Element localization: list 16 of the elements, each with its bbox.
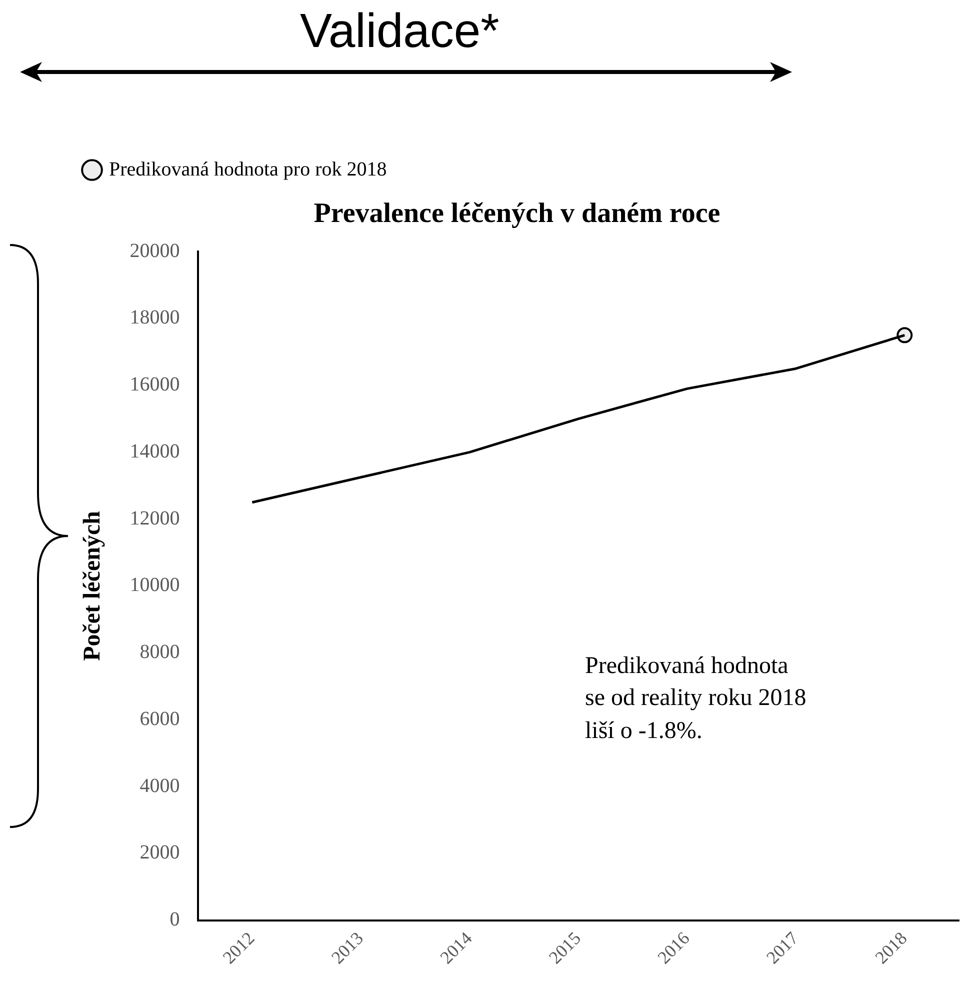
y-tick-label: 16000: [130, 374, 180, 396]
y-tick-label: 4000: [140, 774, 180, 797]
y-tick-label: 20000: [130, 240, 180, 262]
annotation: Predikovaná hodnota se od reality roku 2018 liší o -1.8%.: [585, 652, 806, 746]
text: Validace*: [300, 4, 500, 59]
chart-title: Prevalence léčených v daném roce: [314, 198, 720, 230]
y-tick-label: 8000: [140, 641, 180, 664]
y-tick-label: 10000: [130, 574, 180, 596]
y-tick-label: 0: [170, 908, 180, 931]
y-tick-label: 14000: [130, 440, 180, 462]
y-axis-title: Počet léčených: [80, 510, 106, 661]
y-tick-label: 2000: [140, 842, 180, 864]
y-tick-label: 12000: [130, 507, 180, 530]
y-tick-label: 18000: [130, 306, 180, 329]
y-tick-label: 6000: [140, 708, 180, 730]
legend-label: Predikovaná hodnota pro rok 2018: [109, 158, 387, 180]
